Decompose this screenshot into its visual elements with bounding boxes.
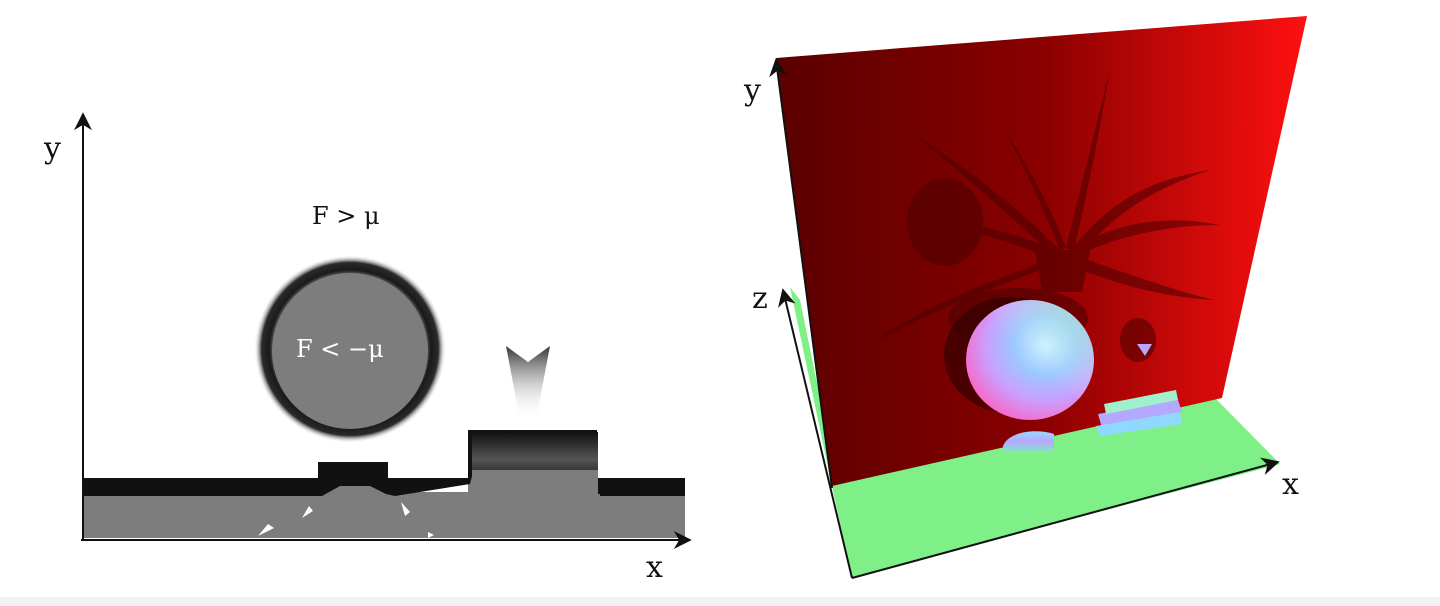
- bottom-strip: [0, 597, 1440, 606]
- right-x-axis-label: x: [1282, 467, 1299, 502]
- left-y-axis-label: y: [43, 131, 61, 166]
- label-inside-region: F < −μ: [296, 335, 384, 363]
- left-x-axis-label: x: [646, 550, 663, 585]
- right-y-axis-label: y: [743, 73, 761, 108]
- right-x-axis: [851, 457, 1280, 579]
- right-z-axis-label: z: [752, 281, 768, 316]
- cone-shape: [506, 346, 550, 420]
- left-figure: y x F > μ F < −μ: [43, 112, 692, 585]
- right-z-axis: [778, 288, 853, 579]
- small-cone: [1137, 344, 1152, 356]
- right-y-axis: [769, 58, 833, 489]
- right-figure: y z x: [743, 16, 1307, 579]
- label-outside-region: F > μ: [312, 202, 380, 230]
- stacked-blocks: [1096, 390, 1182, 436]
- half-disc: [1003, 431, 1054, 452]
